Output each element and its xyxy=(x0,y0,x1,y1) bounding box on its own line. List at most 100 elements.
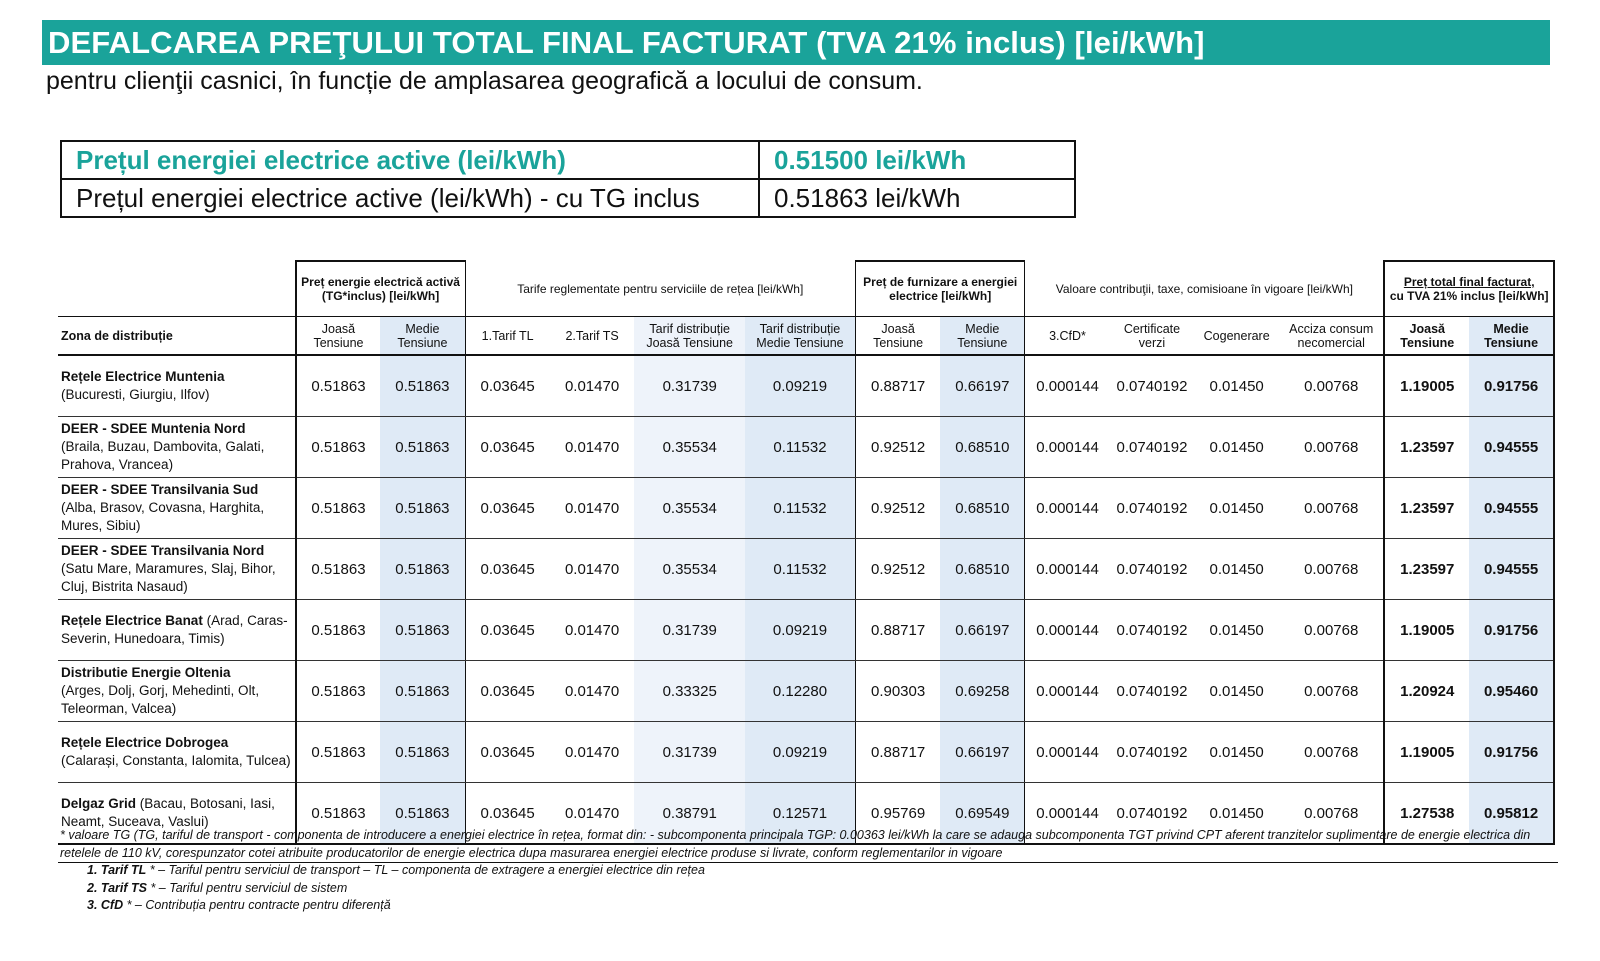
table-row: Delgaz Grid (Bacau, Botosani, Iasi, Neam… xyxy=(58,782,1555,845)
cell-tarif-ts: 0.01470 xyxy=(549,660,635,722)
cell-cogenerare: 0.01450 xyxy=(1194,538,1280,600)
cell-supply-medie: 0.68510 xyxy=(940,416,1025,478)
cell-total-joasa: 1.23597 xyxy=(1383,477,1470,539)
cell-cogenerare: 0.01450 xyxy=(1194,477,1280,539)
zone-cell: Rețele Electrice Muntenia (Bucuresti, Giu… xyxy=(58,355,296,417)
cell-supply-joasa: 0.92512 xyxy=(855,538,941,600)
cell-tarif-ts: 0.01470 xyxy=(549,782,635,845)
cell-tarif-tl: 0.03645 xyxy=(464,660,550,722)
zone-cell: DEER - SDEE Muntenia Nord (Braila, Buzau,… xyxy=(58,416,296,478)
cell-tarif-ts: 0.01470 xyxy=(549,355,635,417)
price-row-base: Prețul energiei electrice active (lei/kW… xyxy=(60,140,1076,180)
cell-supply-joasa: 0.92512 xyxy=(855,477,941,539)
cell-dist-mt: 0.09219 xyxy=(744,355,856,417)
cell-supply-joasa: 0.92512 xyxy=(855,416,941,478)
cell-total-medie: 0.95812 xyxy=(1469,782,1555,845)
cell-cfd: 0.000144 xyxy=(1024,660,1110,722)
cell-tarif-tl: 0.03645 xyxy=(464,721,550,783)
cell-cogenerare: 0.01450 xyxy=(1194,416,1280,478)
table-row: Rețele Electrice Banat (Arad, Caras-Seve… xyxy=(58,599,1555,661)
zone-detail: (Calarași, Constanta, Ialomita, Tulcea) xyxy=(61,753,291,768)
cell-cfd: 0.000144 xyxy=(1024,538,1110,600)
cell-total-medie: 0.95460 xyxy=(1469,660,1555,722)
zone-name: Rețele Electrice Dobrogea xyxy=(61,735,229,750)
cell-tarif-ts: 0.01470 xyxy=(549,538,635,600)
cell-cogenerare: 0.01450 xyxy=(1194,355,1280,417)
cell-supply-medie: 0.68510 xyxy=(940,477,1025,539)
group-header-energy: Preț energie electrică activă (TG*inclus… xyxy=(294,260,466,317)
cell-total-medie: 0.94555 xyxy=(1469,538,1555,600)
group-header-tariffs: Tarife reglementate pentru serviciile de… xyxy=(517,281,804,296)
cell-total-medie: 0.91756 xyxy=(1469,355,1555,417)
cell-energy-medie: 0.51863 xyxy=(380,782,466,845)
cell-tarif-tl: 0.03645 xyxy=(464,355,550,417)
group-header-supply: Preț de furnizare a energiei electrice [… xyxy=(854,260,1026,317)
zone-name: Rețele Electrice Banat xyxy=(61,613,203,628)
col-energy-joasa: Joasă Tensiune xyxy=(294,316,381,356)
cell-cogenerare: 0.01450 xyxy=(1194,599,1280,661)
cell-certificate: 0.0740192 xyxy=(1109,416,1195,478)
zone-detail: (Alba, Brasov, Covasna, Harghita, Mures,… xyxy=(61,500,265,533)
col-acciza: Acciza consum necomercial xyxy=(1279,316,1385,356)
cell-total-medie: 0.94555 xyxy=(1469,416,1555,478)
total-header-line1: Preț total final facturat, xyxy=(1403,275,1535,289)
zone-detail: (Bacau, Botosani, Iasi, Neamt, Suceava, … xyxy=(61,796,275,829)
group-header-total: Preț total final facturat, cu TVA 21% in… xyxy=(1383,260,1555,317)
cell-dist-jt: 0.35534 xyxy=(634,416,745,478)
footnote-ts: 2. Tarif TS * – Tariful pentru serviciul… xyxy=(87,881,348,895)
cell-energy-joasa: 0.51863 xyxy=(294,599,381,661)
cell-total-medie: 0.94555 xyxy=(1469,477,1555,539)
col-dist-jt: Tarif distribuție Joasă Tensiune xyxy=(634,316,745,356)
group-header-contributions: Valoare contribuţii, taxe, comisioane în… xyxy=(1055,281,1354,296)
price-breakdown-table: Preț energie electrică activă (TG*inclus… xyxy=(58,260,1555,845)
table-row: DEER - SDEE Muntenia Nord (Braila, Buzau,… xyxy=(58,416,1555,478)
price-label-base: Prețul energiei electrice active (lei/kW… xyxy=(60,140,760,180)
cell-energy-joasa: 0.51863 xyxy=(294,660,381,722)
cell-energy-joasa: 0.51863 xyxy=(294,477,381,539)
cell-energy-medie: 0.51863 xyxy=(380,416,466,478)
cell-certificate: 0.0740192 xyxy=(1109,538,1195,600)
cell-tarif-ts: 0.01470 xyxy=(549,599,635,661)
cell-energy-joasa: 0.51863 xyxy=(294,538,381,600)
cell-dist-mt: 0.12280 xyxy=(744,660,856,722)
cell-total-medie: 0.91756 xyxy=(1469,721,1555,783)
footnote-divider xyxy=(58,862,1558,863)
cell-cfd: 0.000144 xyxy=(1024,721,1110,783)
zone-column-header: Zona de distribuție xyxy=(58,316,296,356)
cell-supply-medie: 0.68510 xyxy=(940,538,1025,600)
cell-cfd: 0.000144 xyxy=(1024,355,1110,417)
column-header-row: Zona de distribuție Joasă Tensiune Medie… xyxy=(58,316,1555,356)
cell-energy-medie: 0.51863 xyxy=(380,477,466,539)
cell-dist-jt: 0.31739 xyxy=(634,355,745,417)
table-body: Rețele Electrice Muntenia (Bucuresti, Giu… xyxy=(58,355,1555,845)
cell-cogenerare: 0.01450 xyxy=(1194,782,1280,845)
page-title: DEFALCAREA PREŢULUI TOTAL FINAL FACTURAT… xyxy=(48,25,1205,60)
col-dist-mt: Tarif distribuție Medie Tensiune xyxy=(744,316,856,356)
active-energy-price-box: Prețul energiei electrice active (lei/kW… xyxy=(60,140,1076,218)
cell-dist-mt: 0.09219 xyxy=(744,599,856,661)
cell-tarif-tl: 0.03645 xyxy=(464,599,550,661)
zone-detail: (Bucuresti, Giurgiu, Ilfov) xyxy=(61,387,210,402)
col-energy-medie: Medie Tensiune xyxy=(380,316,466,356)
col-certificate: Certificate verzi xyxy=(1109,316,1195,356)
cell-certificate: 0.0740192 xyxy=(1109,660,1195,722)
cell-dist-jt: 0.31739 xyxy=(634,721,745,783)
price-row-tg: Prețul energiei electrice active (lei/kW… xyxy=(60,178,1076,218)
cell-total-joasa: 1.20924 xyxy=(1383,660,1470,722)
zone-cell: Distributie Energie Oltenia (Arges, Dolj,… xyxy=(58,660,296,722)
zone-detail: (Arges, Dolj, Gorj, Mehedinti, Olt, Tele… xyxy=(61,683,260,716)
zone-cell: DEER - SDEE Transilvania Sud (Alba, Braso… xyxy=(58,477,296,539)
cell-dist-jt: 0.33325 xyxy=(634,660,745,722)
table-row: Rețele Electrice Muntenia (Bucuresti, Giu… xyxy=(58,355,1555,417)
zone-name: DEER - SDEE Transilvania Nord xyxy=(61,543,265,558)
zone-name: Rețele Electrice Muntenia xyxy=(61,369,225,384)
cell-dist-mt: 0.09219 xyxy=(744,721,856,783)
cell-total-medie: 0.91756 xyxy=(1469,599,1555,661)
table-row: Rețele Electrice Dobrogea (Calarași, Cons… xyxy=(58,721,1555,783)
zone-cell: Rețele Electrice Banat (Arad, Caras-Seve… xyxy=(58,599,296,661)
price-value-base: 0.51500 lei/kWh xyxy=(758,140,1076,180)
cell-tarif-tl: 0.03645 xyxy=(464,782,550,845)
cell-supply-joasa: 0.88717 xyxy=(855,599,941,661)
title-banner: DEFALCAREA PREŢULUI TOTAL FINAL FACTURAT… xyxy=(42,20,1550,65)
cell-certificate: 0.0740192 xyxy=(1109,721,1195,783)
